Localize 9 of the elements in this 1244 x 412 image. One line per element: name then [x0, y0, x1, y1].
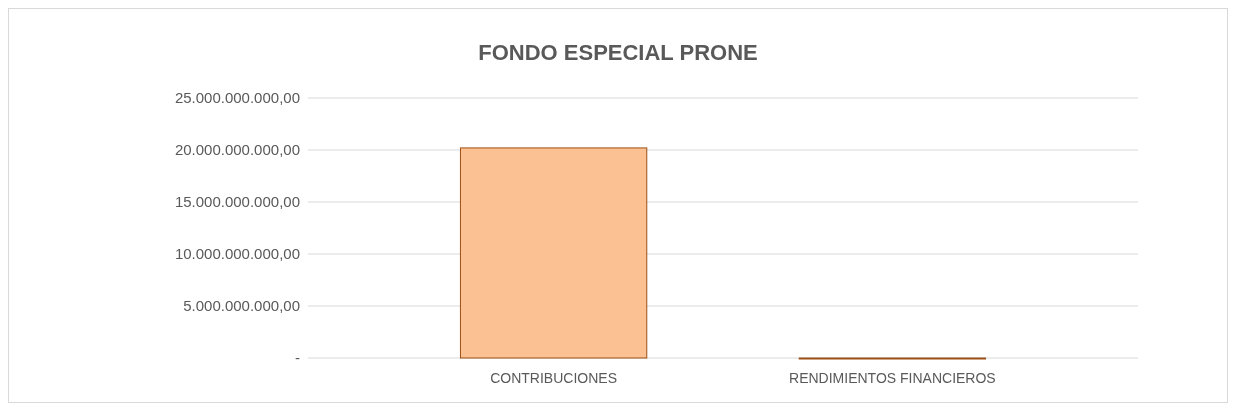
- y-tick-label: 5.000.000.000,00: [183, 297, 300, 315]
- y-tick-label: 15.000.000.000,00: [174, 193, 300, 211]
- chart-title: FONDO ESPECIAL PRONE: [478, 40, 758, 65]
- y-tick-label: 10.000.000.000,00: [174, 245, 300, 263]
- y-tick-label: 25.000.000.000,00: [174, 89, 300, 107]
- y-tick-label: -: [295, 349, 300, 367]
- x-tick-label: CONTRIBUCIONES: [490, 370, 618, 386]
- x-tick-label: RENDIMIENTOS FINANCIEROS: [789, 370, 996, 386]
- y-tick-label: 20.000.000.000,00: [174, 141, 300, 159]
